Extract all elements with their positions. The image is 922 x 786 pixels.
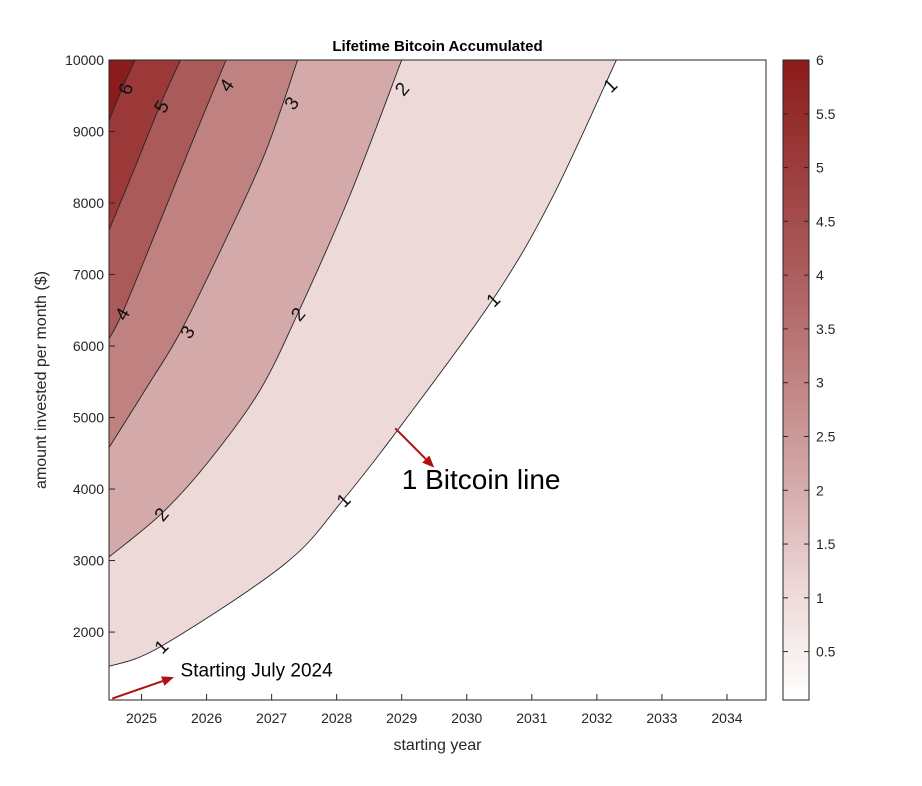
annotation-arrow (394, 427, 427, 460)
contour-line-5 (109, 60, 181, 231)
x-tick-label: 2028 (321, 710, 352, 726)
contour-line-2 (109, 60, 403, 558)
axes-box (108, 59, 767, 701)
y-axis-label: amount invested per month ($) (33, 271, 50, 489)
contour-fills (109, 60, 766, 700)
colorbar-tick-label: 3.5 (816, 321, 836, 337)
x-tick-label: 2031 (516, 710, 547, 726)
x-axis-label: starting year (393, 737, 482, 754)
annotation-text: Starting July 2024 (181, 660, 334, 681)
colorbar-tick-label: 1.5 (816, 536, 836, 552)
x-axis-ticks: 2025 2026 2027 2028 2029 2030 2031 2032 2033 2034 (126, 694, 743, 726)
x-tick-label: 2026 (191, 710, 222, 726)
colorbar-tick-label: 6 (816, 52, 824, 68)
y-tick-label: 10000 (65, 52, 104, 68)
y-tick-label: 3000 (73, 553, 104, 569)
colorbar-tick-label: 4 (816, 267, 824, 283)
colorbar-tick-label: 0.5 (816, 644, 836, 660)
contour-line-6 (109, 60, 136, 121)
x-tick-label: 2034 (711, 710, 742, 726)
y-tick-label: 7000 (73, 267, 104, 283)
x-tick-label: 2027 (256, 710, 287, 726)
colorbar-tick-label: 2.5 (816, 428, 836, 444)
x-tick-label: 2032 (581, 710, 612, 726)
annotations: 1 Bitcoin line Starting July 2024 (111, 427, 561, 700)
colorbar-tick-label: 1 (816, 590, 824, 606)
x-tick-label: 2033 (646, 710, 677, 726)
x-tick-label: 2025 (126, 710, 157, 726)
annotation-text: 1 Bitcoin line (402, 464, 561, 495)
y-axis-ticks: 2000 3000 4000 5000 6000 7000 8000 9000 10000 (65, 52, 115, 640)
colorbar-tick-label: 5.5 (816, 106, 836, 122)
y-tick-label: 4000 (73, 481, 104, 497)
y-tick-label: 8000 (73, 195, 104, 211)
x-tick-label: 2030 (451, 710, 482, 726)
annotation-arrowhead (161, 676, 175, 686)
region-level-5 (109, 60, 181, 231)
colorbar-tick-label: 5 (816, 160, 824, 176)
annotation-arrowhead (422, 455, 435, 468)
region-level-6 (109, 60, 136, 121)
colorbar-tick-label: 4.5 (816, 213, 836, 229)
y-tick-label: 2000 (73, 624, 104, 640)
contour-line-4 (109, 60, 227, 340)
contour-line-3 (109, 60, 299, 448)
y-tick-label: 9000 (73, 124, 104, 140)
colorbar-tick-label: 3 (816, 375, 824, 391)
colorbar: 0.5 1 1.5 2 2.5 3 3.5 4 4.5 5 5.5 6 (782, 52, 836, 701)
contour-lines (109, 60, 617, 667)
colorbar-gradient (782, 59, 810, 701)
chart-title: Lifetime Bitcoin Accumulated (332, 38, 542, 55)
y-tick-label: 6000 (73, 338, 104, 354)
contour-line-1 (109, 60, 617, 667)
y-tick-label: 5000 (73, 410, 104, 426)
annotation-arrow (111, 680, 164, 700)
colorbar-tick-label: 2 (816, 482, 824, 498)
x-tick-label: 2029 (386, 710, 417, 726)
